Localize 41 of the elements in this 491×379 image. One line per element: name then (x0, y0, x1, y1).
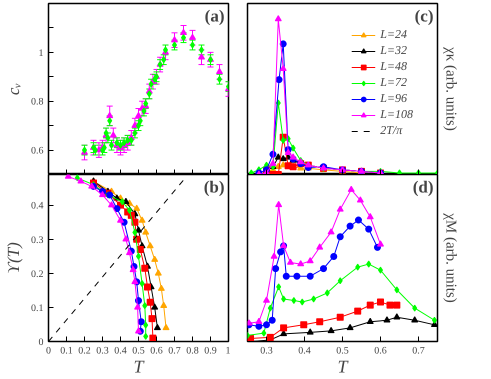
legend-label: L=108 (380, 107, 413, 122)
x-tick-label: 0 (46, 346, 51, 356)
x-tick-label: 1 (226, 346, 230, 356)
x-tick-label: 0.4 (114, 346, 127, 356)
x-tick-label: 0.6 (150, 346, 163, 356)
legend-label: L=96 (380, 91, 407, 106)
legend-label: L=24 (380, 27, 407, 42)
x-tick-label: 0.3 (96, 346, 109, 356)
y-tick-label: 0.4 (31, 200, 44, 212)
x-tick-label: 0.5 (336, 346, 349, 356)
y-tick-label: 0 (38, 337, 44, 348)
y-tick-label: 0.6 (31, 146, 44, 157)
x-tick-label: 0.4 (298, 346, 311, 356)
x-tick-label: 0.6 (374, 346, 387, 356)
annotation: (d) (412, 178, 434, 196)
y-tick-label: 0.3 (31, 234, 44, 246)
y-axis-title: ϒ(T) (4, 242, 23, 274)
legend-label: L=48 (380, 59, 407, 74)
x-tick-label: 0.7 (168, 346, 181, 356)
y-axis-title: χκ (arb. units) (442, 46, 458, 131)
y-axis-title: cᵥ (4, 82, 23, 96)
x-tick-label: 0.8 (186, 346, 199, 356)
x-tick-label: 0.5 (132, 346, 145, 356)
annotation: (a) (204, 6, 225, 26)
x-tick-label: 0.1 (60, 346, 73, 356)
x-axis-title: T (133, 356, 146, 376)
x-tick-label: 0.7 (412, 346, 425, 356)
x-axis-title: T (337, 356, 350, 376)
annotation: (c) (414, 6, 434, 26)
x-tick-label: 0.3 (260, 346, 273, 356)
y-tick-label: 0.8 (31, 96, 44, 108)
legend-label: L=32 (380, 43, 407, 58)
text: 2T/π (380, 123, 402, 138)
annotation: (b) (204, 178, 225, 196)
x-tick-label: 0.9 (204, 346, 217, 356)
legend-label: L=72 (380, 75, 407, 90)
y-tick-label: 1 (38, 48, 44, 59)
y-axis-title: χM (arb. units) (442, 212, 458, 303)
x-tick-label: 0.2 (78, 346, 91, 356)
y-tick-label: 0.1 (31, 302, 44, 314)
y-tick-label: 0.2 (31, 268, 44, 280)
